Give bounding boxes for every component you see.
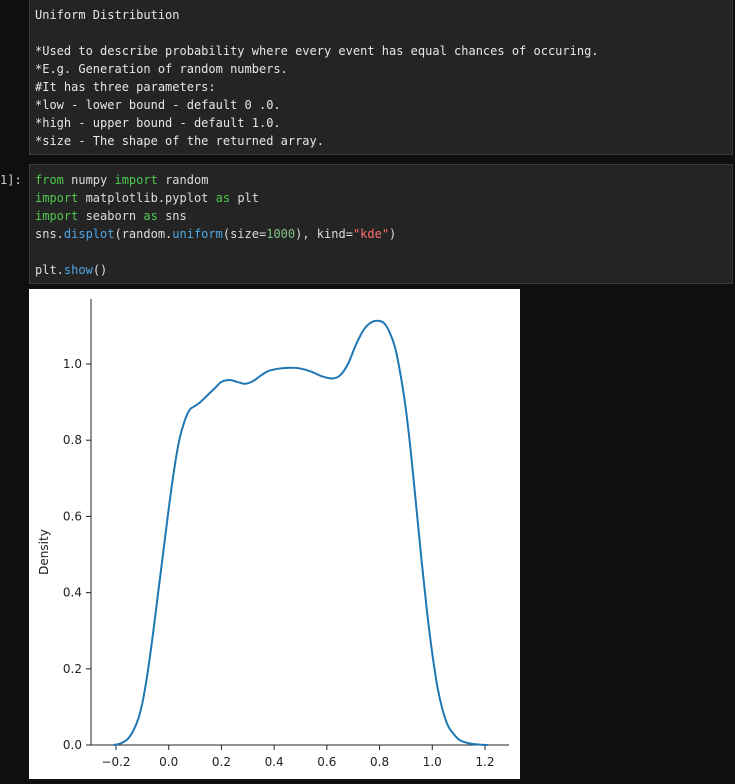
code-text: random bbox=[157, 173, 209, 187]
ticks: −0.2 0.0 0.2 0.4 0.6 0.8 1.0 1.2 0.0 0.2 0.4 0.6 0.8… bbox=[63, 357, 495, 769]
markdown-line: *size - The shape of the returned array. bbox=[35, 134, 324, 148]
code-blank-line bbox=[35, 243, 732, 261]
x-tick-label: 1.2 bbox=[475, 755, 494, 769]
string-literal: "kde" bbox=[352, 227, 390, 241]
markdown-cell[interactable]: Uniform Distribution *Used to describe p… bbox=[29, 0, 733, 155]
code-text: ), kind= bbox=[295, 227, 353, 241]
code-text: (random. bbox=[114, 227, 173, 241]
code-text: seaborn bbox=[78, 209, 144, 223]
code-text: sns bbox=[157, 209, 187, 223]
keyword: as bbox=[215, 191, 231, 205]
code-text: ) bbox=[389, 227, 397, 241]
kde-density-line bbox=[113, 319, 488, 746]
x-tick-label: −0.2 bbox=[101, 755, 130, 769]
code-text: matplotlib.pyplot bbox=[78, 191, 216, 205]
function-name: displot bbox=[63, 227, 115, 241]
y-tick-label: 1.0 bbox=[63, 357, 82, 371]
code-line: import seaborn as sns bbox=[35, 207, 732, 225]
x-tick-label: 0.0 bbox=[159, 755, 178, 769]
execution-count-prompt: 1]: bbox=[0, 173, 22, 187]
axes bbox=[90, 299, 509, 746]
keyword: import bbox=[35, 209, 79, 223]
number-literal: 1000 bbox=[266, 227, 296, 241]
keyword: as bbox=[143, 209, 158, 223]
code-text: numpy bbox=[63, 173, 115, 187]
y-tick-label: 0.2 bbox=[63, 662, 82, 676]
code-cell[interactable]: from numpy import random import matplotl… bbox=[29, 164, 733, 284]
code-text: plt bbox=[230, 191, 259, 205]
y-tick-label: 0.0 bbox=[63, 738, 82, 752]
y-tick-label: 0.4 bbox=[63, 586, 82, 600]
markdown-line: *Used to describe probability where ever… bbox=[35, 44, 599, 58]
code-line: sns.displot(random.uniform(size=1000), k… bbox=[35, 225, 732, 243]
code-text: plt. bbox=[35, 263, 64, 277]
markdown-line: #It has three parameters: bbox=[35, 80, 216, 94]
markdown-line: *low - lower bound - default 0 .0. bbox=[35, 98, 281, 112]
x-tick-label: 0.2 bbox=[212, 755, 231, 769]
keyword: import bbox=[35, 191, 79, 205]
x-tick-label: 0.4 bbox=[265, 755, 284, 769]
kde-chart: −0.2 0.0 0.2 0.4 0.6 0.8 1.0 1.2 0.0 0.2 0.4 0.6 0.8… bbox=[37, 299, 509, 769]
x-tick-label: 1.0 bbox=[423, 755, 442, 769]
markdown-line: *E.g. Generation of random numbers. bbox=[35, 62, 288, 76]
code-line: import matplotlib.pyplot as plt bbox=[35, 189, 732, 207]
y-axis-label: Density bbox=[37, 529, 51, 575]
x-tick-label: 0.8 bbox=[370, 755, 389, 769]
markdown-title: Uniform Distribution bbox=[35, 8, 180, 22]
function-name: uniform bbox=[172, 227, 223, 241]
x-tick-label: 0.6 bbox=[317, 755, 336, 769]
code-text: () bbox=[92, 263, 108, 277]
code-line: plt.show() bbox=[35, 261, 732, 279]
markdown-blank-line bbox=[35, 24, 732, 42]
keyword: import bbox=[114, 173, 158, 187]
cell-output-figure: −0.2 0.0 0.2 0.4 0.6 0.8 1.0 1.2 0.0 0.2 0.4 0.6 0.8… bbox=[29, 289, 520, 779]
y-tick-label: 0.6 bbox=[63, 509, 82, 523]
code-text: sns. bbox=[35, 227, 64, 241]
markdown-line: *high - upper bound - default 1.0. bbox=[35, 116, 281, 130]
y-tick-label: 0.8 bbox=[63, 433, 82, 447]
function-name: show bbox=[63, 263, 93, 277]
code-text: (size= bbox=[222, 227, 267, 241]
code-line: from numpy import random bbox=[35, 171, 732, 189]
keyword: from bbox=[35, 173, 64, 187]
